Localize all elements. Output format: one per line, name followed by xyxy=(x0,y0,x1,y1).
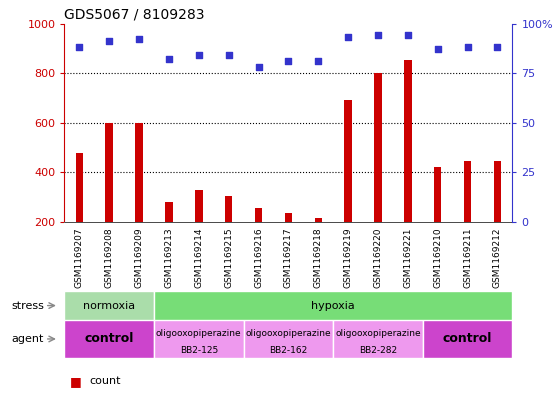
Point xyxy=(75,44,84,51)
Bar xyxy=(165,202,172,222)
Bar xyxy=(136,123,143,222)
Bar xyxy=(464,161,472,222)
Point xyxy=(224,52,233,59)
Point xyxy=(344,34,353,40)
Text: oligooxopiperazine: oligooxopiperazine xyxy=(156,329,241,338)
Text: ■: ■ xyxy=(70,375,82,388)
Text: BB2-162: BB2-162 xyxy=(269,346,307,354)
Bar xyxy=(105,123,113,222)
Text: GSM1169217: GSM1169217 xyxy=(284,228,293,288)
Text: GSM1169211: GSM1169211 xyxy=(463,228,472,288)
Text: ■: ■ xyxy=(70,392,82,393)
Text: GSM1169218: GSM1169218 xyxy=(314,228,323,288)
Point xyxy=(134,36,143,42)
Bar xyxy=(434,167,441,222)
Point xyxy=(374,32,382,39)
Bar xyxy=(315,219,322,222)
Text: GDS5067 / 8109283: GDS5067 / 8109283 xyxy=(64,7,205,21)
Text: BB2-282: BB2-282 xyxy=(359,346,397,354)
Text: GSM1169219: GSM1169219 xyxy=(344,228,353,288)
Bar xyxy=(494,161,501,222)
Text: GSM1169208: GSM1169208 xyxy=(105,228,114,288)
Bar xyxy=(404,60,412,222)
Bar xyxy=(244,320,333,358)
Text: control: control xyxy=(443,332,492,345)
Text: GSM1169215: GSM1169215 xyxy=(224,228,233,288)
Text: GSM1169214: GSM1169214 xyxy=(194,228,203,288)
Text: GSM1169210: GSM1169210 xyxy=(433,228,442,288)
Bar xyxy=(64,291,154,320)
Text: oligooxopiperazine: oligooxopiperazine xyxy=(246,329,331,338)
Point xyxy=(433,46,442,53)
Text: normoxia: normoxia xyxy=(83,301,136,310)
Text: GSM1169209: GSM1169209 xyxy=(134,228,143,288)
Point xyxy=(463,44,472,51)
Bar xyxy=(76,152,83,222)
Point xyxy=(493,44,502,51)
Text: GSM1169212: GSM1169212 xyxy=(493,228,502,288)
Point xyxy=(403,32,412,39)
Bar xyxy=(255,208,262,222)
Text: stress: stress xyxy=(11,301,44,310)
Bar xyxy=(284,213,292,222)
Text: GSM1169216: GSM1169216 xyxy=(254,228,263,288)
Point xyxy=(314,58,323,64)
Text: GSM1169221: GSM1169221 xyxy=(403,228,412,288)
Point xyxy=(165,56,174,62)
Bar xyxy=(154,320,244,358)
Point xyxy=(194,52,203,59)
Bar xyxy=(64,320,154,358)
Text: GSM1169207: GSM1169207 xyxy=(75,228,84,288)
Text: agent: agent xyxy=(11,334,44,344)
Bar xyxy=(333,320,423,358)
Text: control: control xyxy=(85,332,134,345)
Bar xyxy=(423,320,512,358)
Bar xyxy=(154,291,512,320)
Point xyxy=(105,38,114,44)
Point xyxy=(254,64,263,70)
Text: hypoxia: hypoxia xyxy=(311,301,355,310)
Bar xyxy=(374,73,382,222)
Bar xyxy=(225,196,232,222)
Text: GSM1169213: GSM1169213 xyxy=(165,228,174,288)
Text: count: count xyxy=(90,376,121,386)
Bar xyxy=(195,190,203,222)
Point xyxy=(284,58,293,64)
Text: oligooxopiperazine: oligooxopiperazine xyxy=(335,329,421,338)
Text: BB2-125: BB2-125 xyxy=(180,346,218,354)
Bar xyxy=(344,101,352,222)
Text: GSM1169220: GSM1169220 xyxy=(374,228,382,288)
